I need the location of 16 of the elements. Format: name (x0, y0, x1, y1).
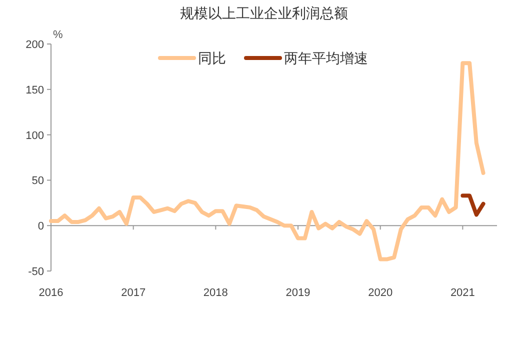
y-tick-label: 0 (38, 220, 44, 233)
legend-label: 同比 (198, 50, 226, 66)
y-tick-label: 100 (26, 130, 44, 142)
x-tick-label: 2019 (286, 287, 310, 299)
x-tick-label: 2017 (121, 287, 146, 299)
chart-title: 规模以上工业企业利润总额 (180, 5, 348, 21)
y-tick-label: 150 (26, 84, 44, 96)
y-tick-label: 50 (32, 175, 44, 188)
x-tick-label: 2020 (368, 287, 393, 299)
x-tick-label: 2016 (38, 287, 64, 299)
legend-label: 两年平均增速 (284, 50, 368, 66)
y-tick-label: 200 (26, 39, 44, 51)
x-tick-label: 2021 (450, 287, 475, 299)
y-axis-title: % (53, 29, 63, 41)
x-tick-label: 2018 (203, 287, 228, 299)
y-tick-label: -50 (28, 266, 44, 278)
